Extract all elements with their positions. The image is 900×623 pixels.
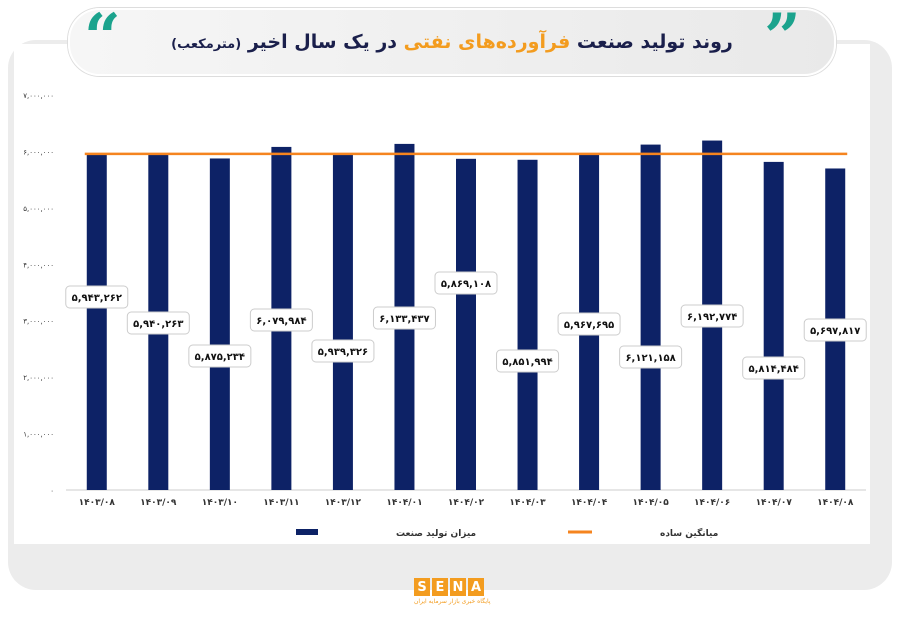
legend-label-bars: میزان تولید صنعت	[396, 529, 476, 539]
data-label: ۵,۸۱۴,۴۸۴	[749, 364, 799, 375]
x-tick-label: ۱۴۰۴/۰۲	[448, 498, 485, 508]
data-label-box	[188, 344, 252, 368]
y-tick-label: ۲,۰۰۰,۰۰۰	[23, 374, 54, 382]
data-label: ۶,۰۷۹,۹۸۴	[256, 316, 306, 327]
logo-letter: E	[432, 578, 448, 596]
data-label: ۶,۱۳۳,۴۳۷	[379, 314, 429, 325]
data-label-box	[619, 345, 683, 369]
bar	[209, 158, 230, 490]
data-label: ۵,۸۶۹,۱۰۸	[441, 279, 491, 290]
x-tick-label: ۱۴۰۴/۰۸	[817, 498, 854, 508]
bar	[86, 154, 107, 490]
data-label-box	[126, 311, 190, 335]
data-label-box	[557, 312, 621, 336]
bar	[763, 161, 784, 490]
data-label: ۵,۹۶۷,۶۹۵	[564, 320, 614, 331]
x-tick-label: ۱۴۰۴/۰۷	[756, 498, 793, 508]
data-label: ۵,۹۴۳,۲۶۲	[72, 293, 122, 304]
y-tick-label: ۰	[50, 487, 54, 495]
y-tick-label: ۴,۰۰۰,۰۰۰	[23, 261, 54, 269]
y-tick-label: ۶,۰۰۰,۰۰۰	[23, 148, 54, 156]
data-label-box	[249, 308, 313, 332]
data-label: ۵,۹۴۰,۲۶۳	[133, 319, 183, 330]
bar	[332, 154, 353, 490]
title-highlight: فرآورده‌های نفتی	[403, 31, 571, 53]
open-quote-icon: “	[84, 0, 121, 75]
data-label: ۵,۸۷۵,۲۳۴	[195, 352, 245, 363]
y-tick-label: ۷,۰۰۰,۰۰۰	[23, 92, 54, 100]
title-part1: روند تولید صنعت	[576, 31, 733, 53]
x-tick-label: ۱۴۰۳/۱۱	[263, 498, 299, 508]
close-quote-icon: ”	[764, 0, 801, 75]
legend-label-average: میانگین ساده	[660, 527, 718, 539]
data-label-box	[742, 356, 806, 380]
data-label: ۵,۹۳۹,۳۲۶	[318, 347, 368, 358]
data-label-box	[311, 339, 375, 363]
title-part2: در یک سال اخیر	[247, 31, 398, 53]
bar	[640, 144, 661, 490]
data-label-box	[372, 306, 436, 330]
y-tick-label: ۵,۰۰۰,۰۰۰	[23, 205, 54, 213]
x-tick-label: ۱۴۰۴/۰۵	[632, 498, 669, 508]
chart-title: روند تولید صنعت فرآورده‌های نفتی در یک س…	[171, 31, 733, 53]
data-label: ۵,۸۵۱,۹۹۴	[502, 357, 552, 368]
data-label: ۵,۶۹۷,۸۱۷	[810, 326, 860, 337]
bar	[456, 158, 476, 490]
x-tick-label: ۱۴۰۳/۱۰	[202, 498, 238, 508]
legend-swatch-bars	[296, 529, 318, 535]
data-label: ۶,۱۹۲,۷۷۴	[687, 312, 737, 323]
data-label-box	[65, 285, 129, 309]
y-tick-label: ۱,۰۰۰,۰۰۰	[23, 431, 54, 439]
logo-subtitle: پایگاه خبری بازار سرمایه ایران	[414, 598, 491, 605]
data-label-box	[803, 318, 867, 342]
title-unit: (مترمکعب)	[171, 37, 242, 52]
bar	[517, 159, 538, 490]
x-tick-label: ۱۴۰۴/۰۴	[571, 498, 608, 508]
data-label-box	[434, 271, 498, 295]
logo-letter: S	[414, 578, 430, 596]
x-tick-label: ۱۴۰۴/۰۳	[509, 498, 546, 508]
logo-letter: A	[468, 578, 484, 596]
data-label: ۶,۱۲۱,۱۵۸	[625, 353, 675, 364]
x-tick-label: ۱۴۰۳/۰۹	[140, 498, 177, 508]
x-tick-label: ۱۴۰۳/۰۸	[79, 498, 116, 508]
title-banner: روند تولید صنعت فرآورده‌های نفتی در یک س…	[68, 8, 836, 76]
x-tick-label: ۱۴۰۴/۰۶	[694, 498, 730, 508]
data-label-box	[496, 349, 560, 373]
logo-letter: N	[450, 578, 466, 596]
data-label-box	[680, 304, 744, 328]
x-tick-label: ۱۴۰۳/۱۲	[325, 498, 362, 508]
y-tick-label: ۳,۰۰۰,۰۰۰	[23, 318, 54, 326]
x-tick-label: ۱۴۰۴/۰۱	[386, 498, 422, 508]
